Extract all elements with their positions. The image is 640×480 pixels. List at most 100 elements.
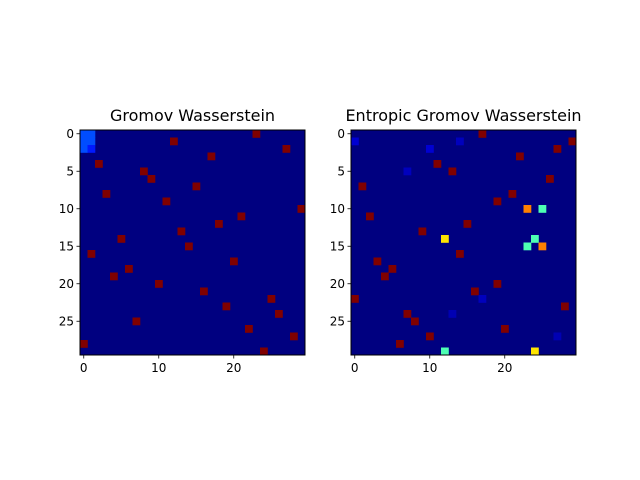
heatmap-cell [403,310,412,318]
heatmap-cell [568,137,577,146]
heatmap-cell [493,197,502,206]
heatmap-cell [87,145,96,153]
heatmap-cell [546,175,554,183]
heatmap-cell [373,257,382,266]
heatmap-cell [441,347,449,356]
heatmap-cell [215,220,223,228]
y-tick-label: 20 [330,277,345,291]
y-tick-label: 15 [59,239,74,253]
heatmap-cell [237,212,246,221]
y-tick-label: 5 [66,164,74,178]
heatmap-cell [523,242,532,251]
chart-title: Entropic Gromov Wasserstein [345,106,581,125]
x-tick-label: 0 [351,361,359,375]
heatmap-cell [456,250,464,258]
heatmap-cell [538,205,547,213]
heatmap-cell [426,332,434,341]
heatmap-cell [381,272,389,281]
heatmap-cell [501,325,509,333]
heatmap-cell [290,332,298,341]
heatmap-cell [448,310,457,318]
axes-frame [79,129,306,356]
heatmap-cell [155,280,163,288]
heatmap-cell [125,265,133,273]
heatmap-cell [433,160,442,168]
heatmap-cell [185,242,193,251]
heatmap-cell [523,205,532,213]
heatmap-cell [267,295,276,303]
heatmap-cell [531,235,539,243]
y-tick-label: 25 [330,314,345,328]
heatmap-cell [516,152,524,161]
heatmap-cell [192,182,201,191]
heatmap-cell [282,145,291,153]
heatmap-cell [95,160,103,168]
heatmap-cell [456,137,464,146]
heatmap-cell [553,145,562,153]
heatmap-cell [351,137,359,146]
heatmap-cell [388,265,397,273]
axes-frame [350,129,577,356]
heatmap-cell [553,332,562,341]
heatmap-cell [132,317,141,326]
heatmap-cell [252,130,261,138]
heatmap-cell [448,167,457,176]
heatmap-cell [463,220,472,228]
heatmap-cell [80,145,88,153]
heatmap-cell [275,310,283,318]
heatmap-cell [200,287,208,296]
heatmap-cell [87,130,96,138]
heatmap-cell [531,347,539,356]
heatmap-cell [508,190,517,198]
heatmap-cell [493,280,502,288]
heatmap-cell [245,325,253,333]
y-tick-label: 25 [59,314,74,328]
heatmap-cell [411,317,419,326]
heatmap-cell [358,182,367,191]
chart-title: Gromov Wasserstein [110,106,275,125]
heatmap-cell [140,167,148,176]
heatmap-cell [117,235,126,243]
heatmap-cell [87,137,96,146]
heatmap-cell [478,295,487,303]
heatmap-cell [260,347,268,356]
x-tick-label: 0 [80,361,88,375]
heatmap-cell [170,137,178,146]
y-tick-label: 20 [59,277,74,291]
x-tick-label: 10 [422,361,437,375]
heatmap-cell [351,295,359,303]
heatmap-cell [102,190,111,198]
heatmap-cell [396,340,404,348]
heatmap-cell [177,227,186,236]
heatmap-cell [478,130,487,138]
y-tick-label: 15 [330,239,345,253]
heatmap-cell [80,130,88,138]
y-tick-label: 0 [337,127,345,141]
x-tick-label: 10 [151,361,166,375]
heatmap-cell [561,302,569,311]
heatmap-cell [230,257,238,266]
heatmap-panel-1: 0 10 20 0 5 10 15 20 25 Gromov Wasserstein [59,106,306,375]
heatmap-cell [110,272,118,281]
heatmap-cell [80,137,88,146]
x-tick-label: 20 [226,361,241,375]
x-tick-label: 20 [497,361,512,375]
y-tick-label: 5 [337,164,345,178]
heatmap-cell [441,235,449,243]
heatmap-cell [426,145,434,153]
heatmap-cell [80,340,88,348]
heatmap-cell [403,167,412,176]
heatmap-cell [87,250,96,258]
heatmap-cell [297,205,306,213]
heatmap-cell [366,212,374,221]
heatmap-cell [147,175,156,183]
y-tick-label: 10 [59,202,74,216]
heatmap-panel-2: 0 10 20 0 5 10 15 20 25 Entropic Gromov Wasserste… [330,106,582,375]
heatmap-cell [162,197,171,206]
heatmap-cell [418,227,427,236]
y-tick-label: 10 [330,202,345,216]
heatmap-cell [222,302,231,311]
heatmap-cell [538,242,547,251]
heatmap-cell [207,152,216,161]
